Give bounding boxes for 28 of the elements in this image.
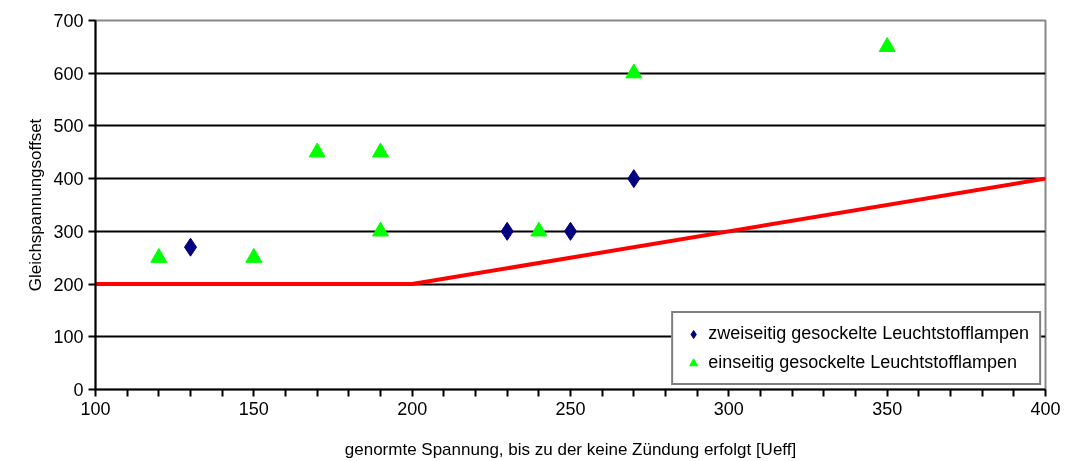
x-tick-label: 100 [80, 398, 111, 419]
legend-label: einseitig gesockelte Leuchtstofflampen [708, 352, 1018, 373]
y-tick-label: 500 [53, 116, 84, 137]
x-tick-label: 400 [1030, 398, 1061, 419]
point [530, 221, 548, 237]
x-tick-label: 150 [238, 398, 269, 419]
point [372, 221, 389, 237]
y-tick-label: 300 [53, 221, 84, 242]
legend-label: zweiseitig gesockelte Leuchtstofflampen [708, 323, 1029, 344]
point [308, 142, 326, 158]
x-tick-label: 350 [872, 398, 903, 419]
point [372, 142, 389, 158]
y-axis-title: Gleichspannungsoffset [26, 118, 46, 292]
y-tick-label: 600 [53, 63, 84, 84]
y-tick-label: 200 [53, 274, 84, 295]
point [625, 63, 643, 79]
x-tick-label: 200 [397, 398, 428, 419]
y-tick-label: 700 [53, 11, 84, 31]
x-tick-label: 250 [555, 398, 586, 419]
x-tick-label: 300 [713, 398, 744, 419]
point [878, 37, 896, 52]
y-tick-label: 400 [53, 169, 84, 190]
y-tick-label: 100 [53, 327, 84, 348]
point [150, 247, 168, 263]
y-tick-label: 0 [73, 380, 84, 400]
x-axis-title: genormte Spannung, bis zu der keine Zündung erfolgt [Ueff] [344, 439, 797, 459]
point [245, 247, 263, 263]
point [500, 221, 514, 241]
